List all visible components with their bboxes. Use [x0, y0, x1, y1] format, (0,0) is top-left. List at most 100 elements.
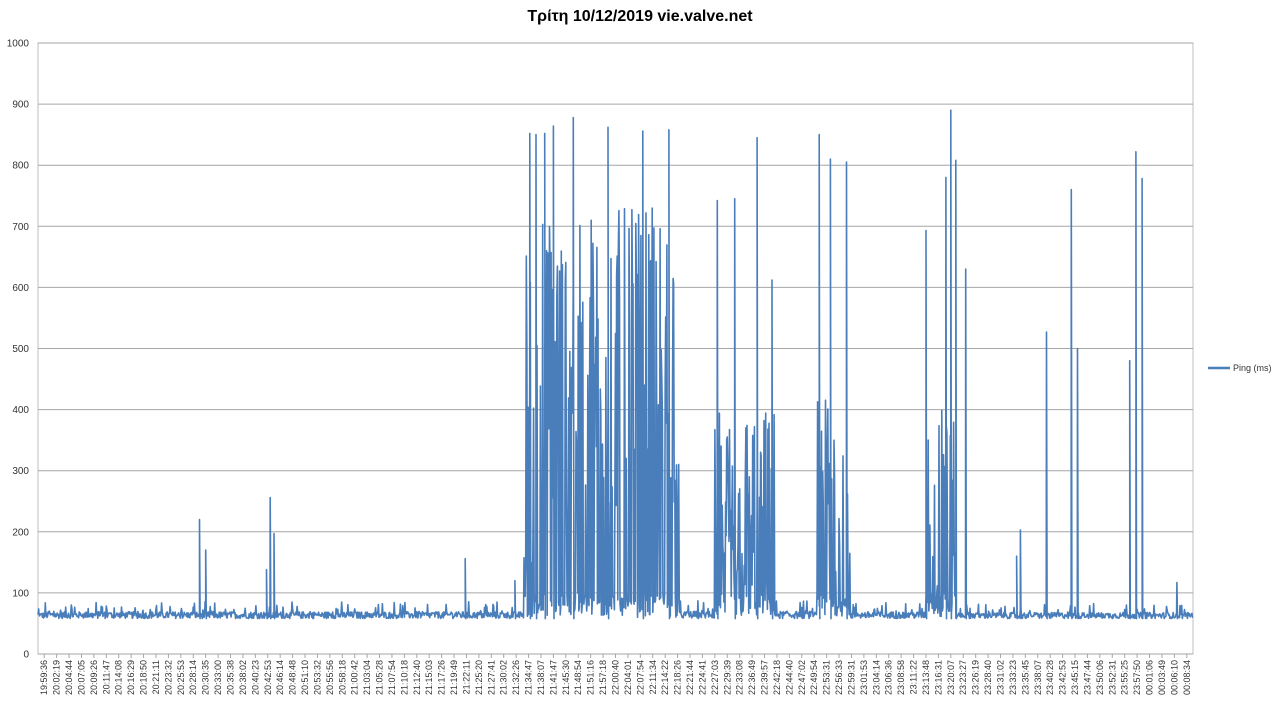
- x-tick-label: 23:26:19: [971, 660, 981, 695]
- x-tick-label: 22:59:31: [846, 660, 856, 695]
- x-tick-label: 22:39:57: [760, 660, 770, 695]
- x-tick-label: 20:11:47: [101, 660, 111, 694]
- x-tick-label: 23:11:22: [909, 660, 919, 694]
- x-tick-label: 20:25:53: [176, 660, 186, 695]
- x-tick-label: 20:58:18: [337, 660, 347, 695]
- x-tick-label: 21:30:02: [499, 660, 509, 695]
- x-tick-label: 21:38:07: [536, 660, 546, 695]
- x-tick-label: 21:05:28: [375, 660, 385, 695]
- x-tick-label: 22:27:03: [710, 660, 720, 695]
- x-tick-label: 22:00:40: [611, 660, 621, 695]
- x-tick-label: 00:06:10: [1169, 660, 1179, 695]
- x-tick-label: 23:20:07: [946, 660, 956, 695]
- x-tick-label: 21:41:47: [548, 660, 558, 695]
- x-tick-label: 21:57:18: [598, 660, 608, 695]
- x-tick-label: 23:35:45: [1020, 660, 1030, 695]
- x-tick-label: 22:56:33: [834, 660, 844, 695]
- y-tick-label: 200: [12, 527, 29, 538]
- x-tick-label: 21:34:47: [524, 660, 534, 695]
- x-tick-label: 21:15:03: [424, 660, 434, 695]
- x-tick-label: 21:12:40: [412, 660, 422, 695]
- x-tick-label: 23:33:23: [1008, 660, 1018, 695]
- y-tick-label: 300: [12, 466, 29, 477]
- x-tick-label: 20:02:19: [52, 660, 62, 695]
- y-tick-label: 100: [12, 588, 29, 599]
- x-tick-label: 23:16:31: [933, 660, 943, 695]
- x-tick-label: 23:04:14: [871, 660, 881, 695]
- chart-title: Τρίτη 10/12/2019 vie.valve.net: [527, 8, 753, 25]
- x-tick-label: 21:25:20: [474, 660, 484, 695]
- x-tick-label: 22:42:18: [772, 660, 782, 695]
- legend-label: Ping (ms): [1233, 363, 1272, 373]
- x-tick-label: 20:42:53: [263, 660, 273, 695]
- y-tick-label: 400: [12, 405, 29, 416]
- x-tick-label: 20:23:32: [163, 660, 173, 695]
- x-tick-label: 23:55:25: [1120, 660, 1130, 695]
- x-tick-label: 21:10:18: [399, 660, 409, 695]
- x-tick-label: 20:38:02: [238, 660, 248, 695]
- x-tick-label: 21:27:41: [486, 660, 496, 695]
- x-tick-label: 20:33:00: [213, 660, 223, 695]
- x-tick-label: 21:19:49: [449, 660, 459, 695]
- x-tick-label: 20:16:29: [126, 660, 136, 695]
- y-tick-label: 700: [12, 222, 29, 233]
- x-tick-label: 22:04:01: [623, 660, 633, 695]
- x-tick-label: 23:45:15: [1070, 660, 1080, 695]
- x-tick-label: 20:55:56: [325, 660, 335, 695]
- x-tick-label: 23:28:40: [983, 660, 993, 695]
- x-tick-label: 22:07:54: [635, 660, 645, 695]
- x-tick-label: 23:50:06: [1095, 660, 1105, 695]
- x-tick-label: 23:06:36: [884, 660, 894, 695]
- x-tick-label: 23:31:02: [996, 660, 1006, 695]
- x-tick-label: 22:21:44: [685, 660, 695, 695]
- y-tick-label: 600: [12, 283, 29, 294]
- series-line-ping: [37, 109, 1194, 620]
- x-tick-label: 23:23:27: [958, 660, 968, 695]
- x-tick-label: 23:42:53: [1058, 660, 1068, 695]
- x-tick-label: 20:48:48: [288, 660, 298, 695]
- x-tick-label: 23:47:44: [1082, 660, 1092, 695]
- x-tick-label: 20:14:08: [114, 660, 124, 695]
- x-tick-label: 00:01:06: [1145, 660, 1155, 695]
- x-tick-label: 23:40:28: [1045, 660, 1055, 695]
- y-tick-label: 500: [12, 344, 29, 355]
- x-tick-label: 19:59:36: [39, 660, 49, 695]
- x-tick-label: 20:09:26: [89, 660, 99, 695]
- x-tick-label: 23:57:50: [1132, 660, 1142, 695]
- x-tick-label: 21:48:54: [573, 660, 583, 695]
- x-tick-label: 20:04:44: [64, 660, 74, 695]
- x-tick-label: 22:11:34: [648, 660, 658, 694]
- x-tick-label: 21:03:04: [362, 660, 372, 695]
- x-tick-label: 22:33:08: [735, 660, 745, 695]
- x-tick-label: 20:28:14: [188, 660, 198, 695]
- x-tick-label: 22:29:39: [722, 660, 732, 695]
- x-tick-label: 23:08:58: [896, 660, 906, 695]
- x-tick-label: 21:22:11: [461, 660, 471, 694]
- x-tick-label: 21:45:30: [561, 660, 571, 695]
- x-tick-label: 23:52:31: [1107, 660, 1117, 695]
- x-tick-label: 20:53:32: [312, 660, 322, 695]
- x-tick-label: 20:40:23: [250, 660, 260, 695]
- x-tick-label: 21:00:42: [350, 660, 360, 695]
- x-tick-label: 20:18:50: [139, 660, 149, 695]
- x-tick-label: 22:44:40: [784, 660, 794, 695]
- x-tick-label: 21:51:16: [586, 660, 596, 695]
- x-tick-label: 20:30:35: [201, 660, 211, 695]
- x-tick-label: 20:07:05: [76, 660, 86, 695]
- x-tick-label: 23:13:48: [921, 660, 931, 695]
- x-tick-label: 21:07:54: [387, 660, 397, 695]
- x-tick-label: 22:36:49: [747, 660, 757, 695]
- x-tick-label: 21:17:26: [437, 660, 447, 695]
- x-tick-label: 22:49:54: [809, 660, 819, 695]
- x-tick-label: 22:14:22: [660, 660, 670, 695]
- x-tick-label: 21:32:26: [511, 660, 521, 695]
- x-tick-label: 22:24:41: [697, 660, 707, 695]
- y-tick-label: 0: [23, 650, 29, 661]
- x-tick-label: 00:03:49: [1157, 660, 1167, 695]
- y-tick-label: 1000: [7, 39, 30, 50]
- x-tick-label: 22:53:31: [822, 660, 832, 695]
- y-tick-label: 800: [12, 161, 29, 172]
- x-tick-label: 22:18:26: [673, 660, 683, 695]
